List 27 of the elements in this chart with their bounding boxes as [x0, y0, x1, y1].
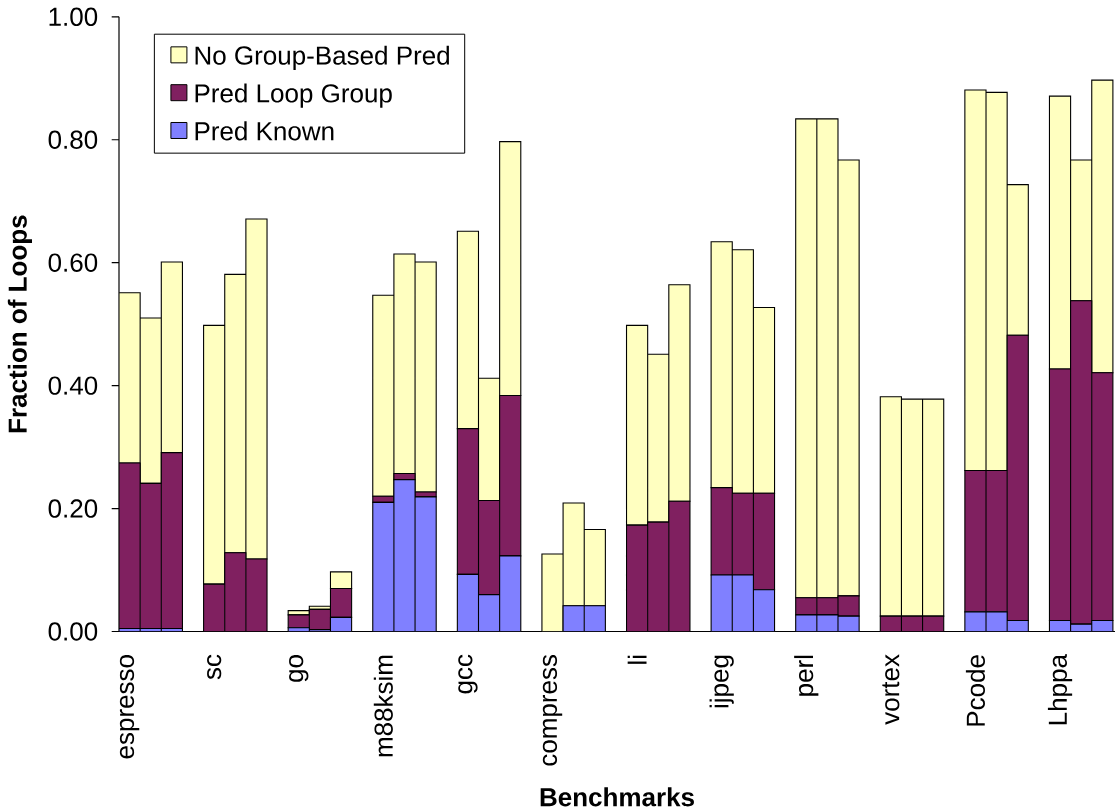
y-tick-label: 1.00: [49, 7, 98, 26]
y-tick-label: 0.20: [48, 499, 98, 518]
x-tick-label: compress: [542, 654, 563, 766]
x-tick-label: espresso: [119, 655, 140, 759]
x-tick-label: li: [627, 655, 647, 664]
x-tick-label: vortex: [882, 654, 900, 725]
bar: [414, 261, 437, 493]
y-tick-label: 0.60: [48, 253, 98, 272]
bar: [372, 294, 395, 497]
x-tick-label: gcc: [458, 654, 478, 694]
legend-label: Pred Known: [195, 121, 334, 141]
x-axis-title: Benchmarks: [540, 787, 694, 807]
y-tick-label: 0.40: [48, 376, 98, 395]
bar: [415, 496, 437, 632]
x-tick-label: perl: [794, 655, 819, 696]
y-axis-title: Fraction of Loops: [7, 215, 33, 433]
y-tick-label: 0.00: [48, 622, 98, 641]
bar: [372, 502, 394, 632]
x-tick-label: sc: [207, 654, 222, 680]
legend-label: Pred Loop Group: [195, 83, 392, 108]
x-tick-label: Lhppa: [1047, 654, 1073, 725]
x-tick-label: m88ksim: [373, 655, 393, 757]
y-tick-label: 0.80: [48, 130, 98, 149]
x-tick-label: ijpeg: [709, 655, 734, 708]
x-tick-label: go: [289, 655, 309, 682]
legend-label: No Group-Based Pred: [195, 45, 449, 70]
x-tick-label: Pcode: [965, 655, 985, 726]
